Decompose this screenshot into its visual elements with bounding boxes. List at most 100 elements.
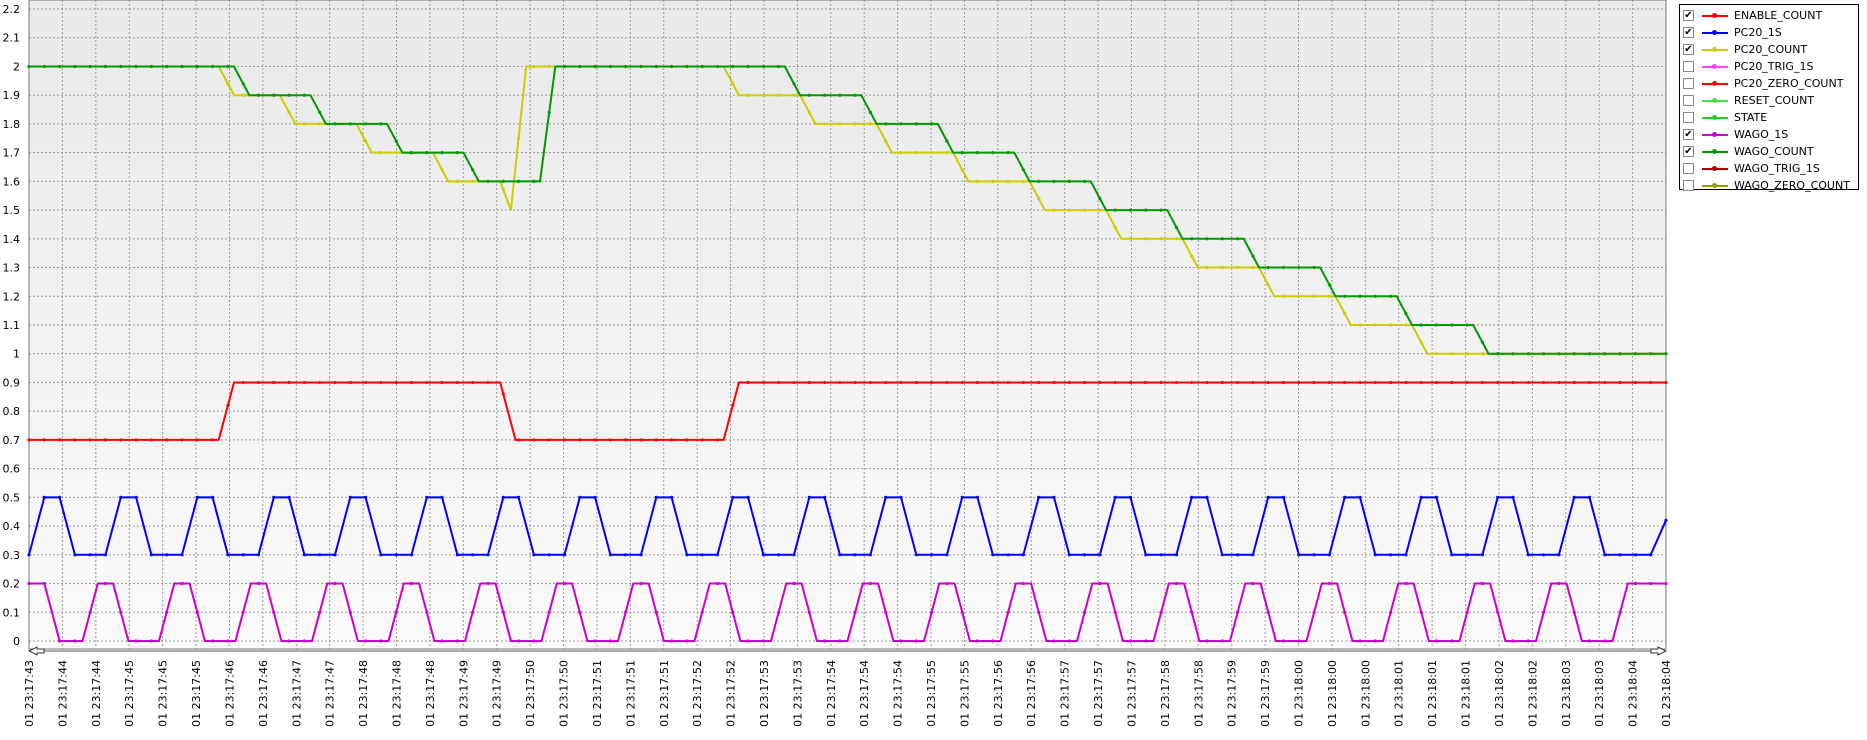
legend-item-wago-count[interactable]: ✔ WAGO_COUNT xyxy=(1680,143,1858,160)
legend-checkbox[interactable]: ✔ xyxy=(1683,129,1694,140)
x-tick-label: 01 23:17:55 xyxy=(958,660,971,727)
data-point xyxy=(455,553,459,557)
data-point xyxy=(1526,380,1530,385)
data-point xyxy=(991,553,995,557)
data-point xyxy=(1496,380,1500,385)
legend-item-reset-count[interactable]: RESET_COUNT xyxy=(1680,92,1858,109)
data-point xyxy=(1067,553,1071,557)
data-point xyxy=(914,639,918,643)
data-point xyxy=(761,639,766,643)
data-point xyxy=(256,553,261,557)
data-point xyxy=(1496,495,1500,499)
data-point xyxy=(409,553,414,557)
data-point xyxy=(1434,352,1439,356)
legend-checkbox[interactable]: ✔ xyxy=(1683,44,1694,55)
x-tick-label: 01 23:17:56 xyxy=(992,660,1005,727)
x-tick-label: 01 23:17:54 xyxy=(825,660,838,727)
data-point xyxy=(823,639,827,643)
data-point xyxy=(1312,294,1316,298)
legend-checkbox[interactable]: ✔ xyxy=(1683,10,1694,21)
data-point xyxy=(884,139,888,143)
data-point xyxy=(1067,179,1071,183)
data-point xyxy=(807,610,811,614)
data-point xyxy=(364,122,368,126)
data-point xyxy=(272,380,276,385)
data-point xyxy=(838,380,842,385)
scroll-left-arrow[interactable] xyxy=(27,646,45,656)
data-point xyxy=(608,64,613,69)
data-point xyxy=(670,639,674,643)
data-point xyxy=(899,380,903,385)
legend-checkbox[interactable] xyxy=(1683,95,1694,106)
data-point xyxy=(654,64,658,69)
data-point xyxy=(1144,208,1148,212)
data-point xyxy=(991,380,995,385)
data-point xyxy=(1006,179,1010,183)
legend-item-wago-trig-1s[interactable]: WAGO_TRIG_1S xyxy=(1680,160,1858,177)
data-point xyxy=(731,82,735,86)
data-point xyxy=(639,581,643,586)
data-point xyxy=(975,639,980,643)
data-point xyxy=(42,64,46,69)
data-point xyxy=(73,64,77,69)
x-tick-label: 01 23:17:57 xyxy=(1092,660,1105,727)
data-point xyxy=(1021,168,1025,172)
legend-checkbox[interactable] xyxy=(1683,112,1694,123)
x-tick-label: 01 23:17:47 xyxy=(324,660,337,727)
y-tick-label: 1.3 xyxy=(3,262,21,275)
data-point xyxy=(318,110,322,114)
y-tick-label: 0.6 xyxy=(3,463,21,476)
data-point xyxy=(807,93,811,97)
data-point xyxy=(761,93,766,97)
legend-checkbox[interactable]: ✔ xyxy=(1683,27,1694,38)
data-point xyxy=(1174,237,1178,241)
data-point xyxy=(1603,553,1607,557)
data-point xyxy=(1618,380,1622,385)
data-point xyxy=(394,139,398,143)
legend-checkbox[interactable] xyxy=(1683,78,1694,89)
x-tick-label: 01 23:17:51 xyxy=(591,660,604,727)
x-tick-label: 01 23:18:01 xyxy=(1460,660,1473,727)
data-point xyxy=(945,380,949,385)
data-point xyxy=(654,438,658,442)
legend-item-wago-1s[interactable]: ✔ WAGO_1S xyxy=(1680,126,1858,143)
data-point xyxy=(471,179,475,183)
data-point xyxy=(455,179,459,183)
data-point xyxy=(425,151,429,155)
data-point xyxy=(868,380,873,385)
legend-checkbox[interactable] xyxy=(1683,180,1694,191)
data-point xyxy=(1251,553,1255,557)
data-point xyxy=(960,168,964,172)
data-point xyxy=(1633,581,1637,586)
data-point xyxy=(853,610,857,614)
data-point xyxy=(333,581,337,586)
data-point xyxy=(1037,380,1041,385)
data-point xyxy=(1281,265,1286,270)
legend-item-state[interactable]: STATE xyxy=(1680,109,1858,126)
data-point xyxy=(1618,610,1622,614)
legend-item-enable-count[interactable]: ✔ ENABLE_COUNT xyxy=(1680,7,1858,24)
legend-item-pc20-count[interactable]: ✔ PC20_COUNT xyxy=(1680,41,1858,58)
data-point xyxy=(333,553,337,557)
legend-item-pc20-trig-1s[interactable]: PC20_TRIG_1S xyxy=(1680,58,1858,75)
data-point xyxy=(1664,581,1668,586)
y-tick-label: 0.5 xyxy=(3,491,21,504)
data-point xyxy=(761,553,766,557)
data-point xyxy=(364,380,368,385)
data-point xyxy=(975,151,980,155)
legend-checkbox[interactable]: ✔ xyxy=(1683,146,1694,157)
data-point xyxy=(1618,553,1622,557)
legend-item-pc20-1s[interactable]: ✔ PC20_1S xyxy=(1680,24,1858,41)
legend-label: WAGO_1S xyxy=(1734,128,1789,141)
legend-item-wago-zero-count[interactable]: WAGO_ZERO_COUNT xyxy=(1680,177,1858,194)
data-point xyxy=(823,495,827,499)
legend-checkbox[interactable] xyxy=(1683,61,1694,72)
legend-item-pc20-zero-count[interactable]: PC20_ZERO_COUNT xyxy=(1680,75,1858,92)
data-point xyxy=(486,380,490,385)
data-point xyxy=(1649,553,1653,557)
legend-checkbox[interactable] xyxy=(1683,163,1694,174)
x-tick-label: 01 23:18:03 xyxy=(1560,660,1573,727)
scroll-right-arrow[interactable] xyxy=(1650,646,1668,656)
y-tick-label: 0.3 xyxy=(3,549,21,562)
legend-swatch-icon xyxy=(1702,10,1728,21)
